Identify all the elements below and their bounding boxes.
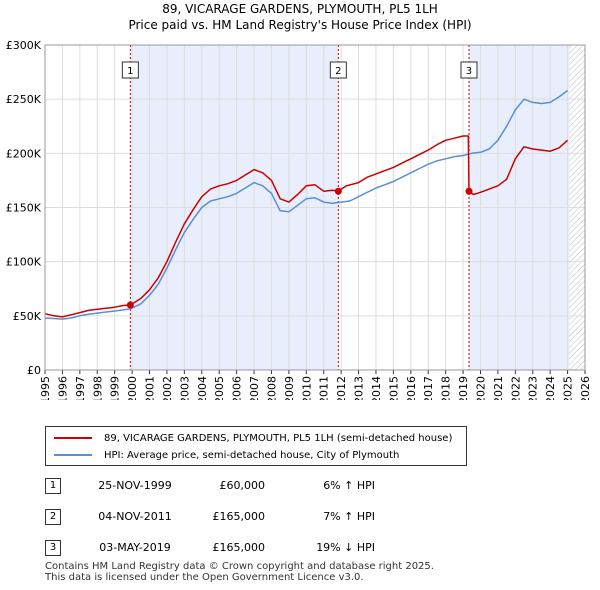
x-tick-label: 2024 xyxy=(544,376,557,400)
x-tick-label: 2007 xyxy=(248,376,261,400)
x-tick-label: 1998 xyxy=(91,376,104,400)
sale-label: 3 xyxy=(466,66,472,77)
x-tick-label: 2011 xyxy=(318,376,331,400)
footer-line-licence: This data is licensed under the Open Gov… xyxy=(45,572,364,583)
y-tick-label: £250K xyxy=(6,93,42,106)
x-tick-label: 2010 xyxy=(300,376,313,400)
x-tick-label: 2004 xyxy=(196,376,209,400)
x-tick-label: 2016 xyxy=(405,376,418,400)
x-tick-label: 1996 xyxy=(56,376,69,400)
x-tick-label: 2018 xyxy=(440,376,453,400)
x-tick-label: 2008 xyxy=(265,376,278,400)
sale-date: 04-NOV-2011 xyxy=(98,510,172,523)
x-tick-label: 2025 xyxy=(562,376,575,400)
y-tick-label: £150K xyxy=(6,202,42,215)
x-tick-label: 2019 xyxy=(457,376,470,400)
x-tick-label: 2021 xyxy=(492,376,505,400)
chart-subtitle: Price paid vs. HM Land Registry's House … xyxy=(128,18,472,32)
x-tick-label: 1997 xyxy=(74,376,87,400)
chart-title: 89, VICARAGE GARDENS, PLYMOUTH, PL5 1LH xyxy=(162,2,438,16)
sale-label: 1 xyxy=(127,66,133,77)
y-tick-label: £50K xyxy=(13,310,42,323)
hpi-line xyxy=(44,89,569,320)
sale-row: 1 25-NOV-1999 £60,000 6% ↑ HPI xyxy=(45,474,485,505)
x-tick-label: 2005 xyxy=(213,376,226,400)
sale-number: 3 xyxy=(45,540,61,556)
legend-swatch-hpi xyxy=(54,454,92,456)
x-tick-label: 2006 xyxy=(231,376,244,400)
x-tick-label: 2022 xyxy=(509,376,522,400)
sale-label-box xyxy=(121,61,139,79)
sale-point xyxy=(334,187,342,195)
sale-row: 3 03-MAY-2019 £165,000 19% ↓ HPI xyxy=(45,536,485,567)
sale-hpi-diff: 6% ↑ HPI xyxy=(323,479,375,492)
property-price-line xyxy=(44,135,569,318)
sale-number: 1 xyxy=(45,478,61,494)
y-tick-label: £200K xyxy=(6,147,42,160)
x-tick-label: 2001 xyxy=(144,376,157,400)
x-tick-label: 2002 xyxy=(161,376,174,400)
x-tick-label: 2013 xyxy=(353,376,366,400)
x-tick-label: 2012 xyxy=(335,376,348,400)
sale-date: 03-MAY-2019 xyxy=(99,541,171,554)
legend-label-property: 89, VICARAGE GARDENS, PLYMOUTH, PL5 1LH … xyxy=(104,432,453,444)
x-tick-label: 2020 xyxy=(474,376,487,400)
footer-line-copyright: Contains HM Land Registry data © Crown c… xyxy=(45,561,434,572)
x-tick-label: 2023 xyxy=(527,376,540,400)
y-tick-label: £300K xyxy=(6,39,42,52)
sale-row: 2 04-NOV-2011 £165,000 7% ↑ HPI xyxy=(45,505,485,536)
sale-label: 2 xyxy=(335,66,341,77)
sale-label-box xyxy=(460,61,478,79)
sale-number: 2 xyxy=(45,509,61,525)
y-tick-label: £100K xyxy=(6,256,42,269)
sale-price: £60,000 xyxy=(219,479,266,492)
legend: 89, VICARAGE GARDENS, PLYMOUTH, PL5 1LH … xyxy=(45,426,467,466)
x-tick-label: 1995 xyxy=(39,376,52,400)
sale-point xyxy=(126,301,134,309)
sales-table: 1 25-NOV-1999 £60,000 6% ↑ HPI 2 04-NOV-… xyxy=(45,474,485,567)
legend-swatch-property xyxy=(54,437,92,439)
sale-point xyxy=(465,187,473,195)
x-tick-label: 2009 xyxy=(283,376,296,400)
sale-date: 25-NOV-1999 xyxy=(98,479,172,492)
price-chart: 1 2 3 £0 £50K £100K £150K £200K £250K £300K 1995 1… xyxy=(6,39,592,400)
legend-item-hpi: HPI: Average price, semi-detached house,… xyxy=(54,447,399,463)
sale-price: £165,000 xyxy=(212,541,266,554)
legend-label-hpi: HPI: Average price, semi-detached house,… xyxy=(104,449,400,461)
x-tick-label: 2003 xyxy=(178,376,191,400)
x-tick-label: 2026 xyxy=(579,376,592,400)
plot-border xyxy=(44,44,586,371)
sale-hpi-diff: 19% ↓ HPI xyxy=(316,541,375,554)
legend-item-property: 89, VICARAGE GARDENS, PLYMOUTH, PL5 1LH … xyxy=(54,430,452,446)
footer-attribution: Contains HM Land Registry data © Crown c… xyxy=(45,561,434,583)
x-tick-label: 2017 xyxy=(422,376,435,400)
x-tick-label: 1999 xyxy=(109,376,122,400)
x-tick-label: 2014 xyxy=(370,376,383,400)
x-tick-label: 2000 xyxy=(126,376,139,400)
sale-hpi-diff: 7% ↑ HPI xyxy=(323,510,375,523)
x-tick-label: 2015 xyxy=(387,376,400,400)
sale-price: £165,000 xyxy=(212,510,266,523)
y-tick-label: £0 xyxy=(27,364,41,377)
sale-label-box xyxy=(329,61,347,79)
